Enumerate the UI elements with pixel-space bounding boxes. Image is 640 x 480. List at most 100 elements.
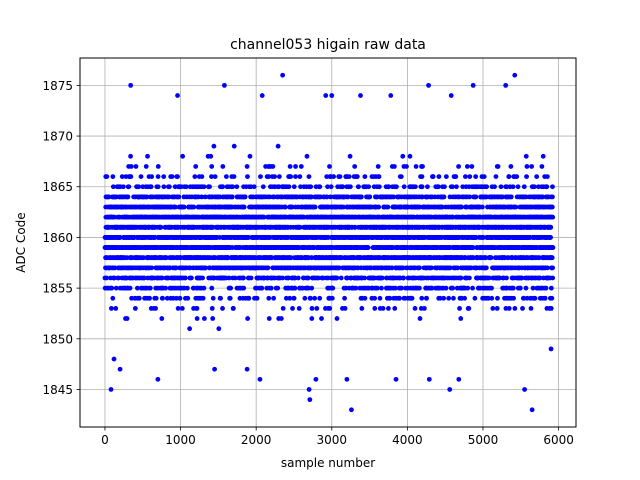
data-point xyxy=(376,184,382,190)
data-point xyxy=(275,143,281,149)
data-point xyxy=(259,285,265,291)
data-point xyxy=(466,275,472,281)
data-point xyxy=(276,174,282,180)
data-point xyxy=(297,174,303,180)
data-point xyxy=(379,285,384,291)
data-point xyxy=(308,184,314,190)
data-point xyxy=(467,194,472,200)
data-point xyxy=(436,174,442,180)
data-point xyxy=(306,174,312,180)
data-point xyxy=(227,295,233,301)
data-point xyxy=(136,295,142,301)
data-point xyxy=(161,184,167,190)
data-point xyxy=(104,174,110,180)
data-point xyxy=(442,184,447,190)
data-point xyxy=(185,295,191,301)
data-point xyxy=(110,184,116,190)
data-point xyxy=(365,245,371,250)
chart-title: channel053 higain raw data xyxy=(230,37,426,53)
data-point xyxy=(347,153,353,159)
data-point xyxy=(258,174,263,180)
data-point xyxy=(327,164,332,169)
data-point xyxy=(392,305,398,311)
data-point xyxy=(174,295,179,301)
data-point xyxy=(201,316,207,321)
data-point xyxy=(467,174,473,180)
data-point xyxy=(173,204,178,210)
data-point xyxy=(144,194,150,200)
data-point xyxy=(212,174,218,180)
data-point xyxy=(293,174,298,180)
data-point xyxy=(223,174,229,180)
data-point xyxy=(356,184,361,190)
data-point xyxy=(231,174,237,180)
data-point xyxy=(470,285,475,291)
data-point xyxy=(337,174,343,180)
data-point xyxy=(228,285,233,291)
data-point xyxy=(117,235,123,240)
data-point xyxy=(359,305,365,311)
data-point xyxy=(308,295,313,301)
data-point xyxy=(270,164,276,169)
data-point xyxy=(278,316,284,321)
data-point xyxy=(234,184,240,190)
data-point xyxy=(372,295,378,301)
data-point xyxy=(116,275,121,281)
data-point xyxy=(244,164,250,169)
data-point xyxy=(231,143,237,149)
data-point xyxy=(441,194,447,200)
data-point xyxy=(473,174,479,180)
data-point xyxy=(128,174,134,180)
data-point xyxy=(367,194,373,200)
data-point xyxy=(275,285,281,291)
data-point xyxy=(200,295,206,301)
data-point xyxy=(120,184,126,190)
data-point xyxy=(208,153,214,159)
data-point xyxy=(201,184,207,190)
data-point xyxy=(412,305,418,311)
data-point xyxy=(179,305,185,311)
data-point xyxy=(207,184,212,190)
data-point xyxy=(220,164,226,169)
data-point xyxy=(413,164,419,169)
data-point xyxy=(136,184,142,190)
data-point xyxy=(304,153,310,159)
data-point xyxy=(247,153,253,159)
data-point xyxy=(454,184,459,190)
data-point xyxy=(147,295,152,301)
data-point xyxy=(106,194,112,200)
data-point xyxy=(148,184,154,190)
data-point xyxy=(401,184,407,190)
data-point xyxy=(109,285,115,291)
data-point xyxy=(176,194,182,200)
data-point xyxy=(271,295,277,301)
data-point xyxy=(385,204,391,210)
data-point xyxy=(291,295,297,301)
data-point xyxy=(282,204,288,210)
data-point xyxy=(342,305,348,311)
data-point xyxy=(153,295,159,301)
data-point xyxy=(347,184,353,190)
data-point xyxy=(128,153,133,159)
data-point xyxy=(362,275,367,281)
data-point xyxy=(149,265,155,271)
data-point xyxy=(296,305,302,311)
data-point xyxy=(229,194,235,200)
data-point xyxy=(242,194,248,200)
data-point xyxy=(309,316,315,321)
data-point xyxy=(286,184,292,190)
data-point xyxy=(216,326,222,332)
data-point xyxy=(331,174,336,180)
data-point xyxy=(230,184,236,190)
data-point xyxy=(334,316,340,321)
data-point xyxy=(404,164,409,169)
data-point xyxy=(180,153,186,159)
data-point xyxy=(159,316,165,321)
data-point xyxy=(292,285,298,291)
data-point xyxy=(193,164,199,169)
data-point xyxy=(312,295,318,301)
data-point xyxy=(425,184,430,190)
data-point xyxy=(309,285,315,291)
data-point xyxy=(175,174,180,180)
